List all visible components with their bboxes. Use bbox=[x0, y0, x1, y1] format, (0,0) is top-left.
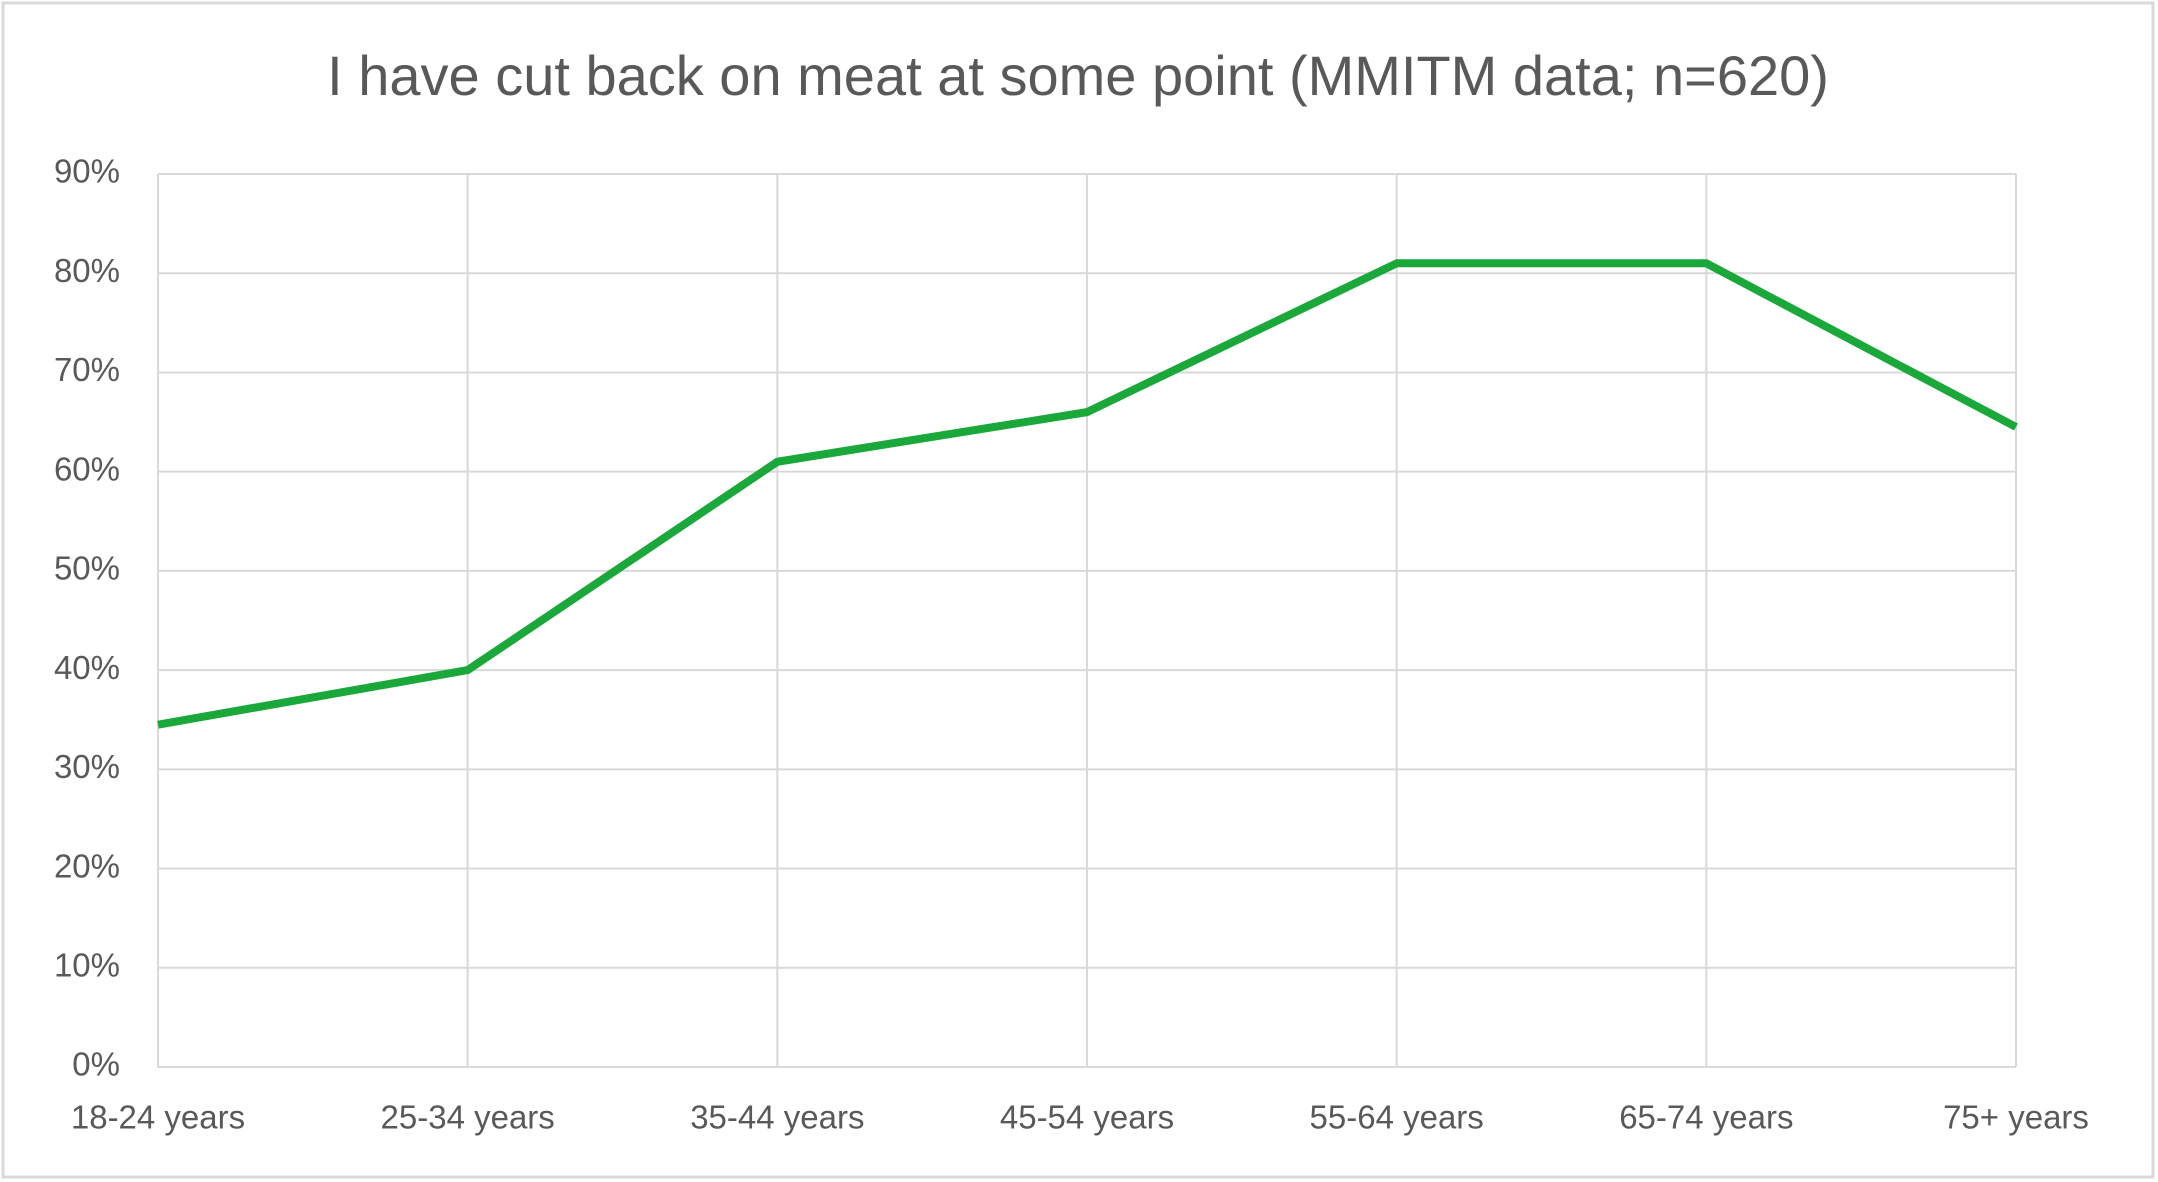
y-tick-label: 40% bbox=[54, 649, 120, 686]
y-tick-label: 30% bbox=[54, 748, 120, 785]
x-tick-label: 45-54 years bbox=[1000, 1099, 1174, 1136]
y-tick-label: 0% bbox=[72, 1046, 120, 1083]
data-line bbox=[157, 259, 2018, 729]
y-tick-label: 60% bbox=[54, 450, 120, 487]
y-tick-label: 10% bbox=[54, 946, 120, 983]
x-tick-label: 25-34 years bbox=[381, 1099, 555, 1136]
x-tick-label: 75+ years bbox=[1943, 1099, 2089, 1136]
y-tick-label: 90% bbox=[54, 153, 120, 190]
y-tick-label: 20% bbox=[54, 847, 120, 884]
x-tick-label: 35-44 years bbox=[690, 1099, 864, 1136]
chart-title: I have cut back on meat at some point (M… bbox=[327, 44, 1829, 107]
x-tick-label: 18-24 years bbox=[71, 1099, 245, 1136]
y-tick-label: 50% bbox=[54, 550, 120, 587]
x-tick-label: 55-64 years bbox=[1310, 1099, 1484, 1136]
y-tick-label: 80% bbox=[54, 252, 120, 289]
y-tick-label: 70% bbox=[54, 351, 120, 388]
x-tick-label: 65-74 years bbox=[1619, 1099, 1793, 1136]
